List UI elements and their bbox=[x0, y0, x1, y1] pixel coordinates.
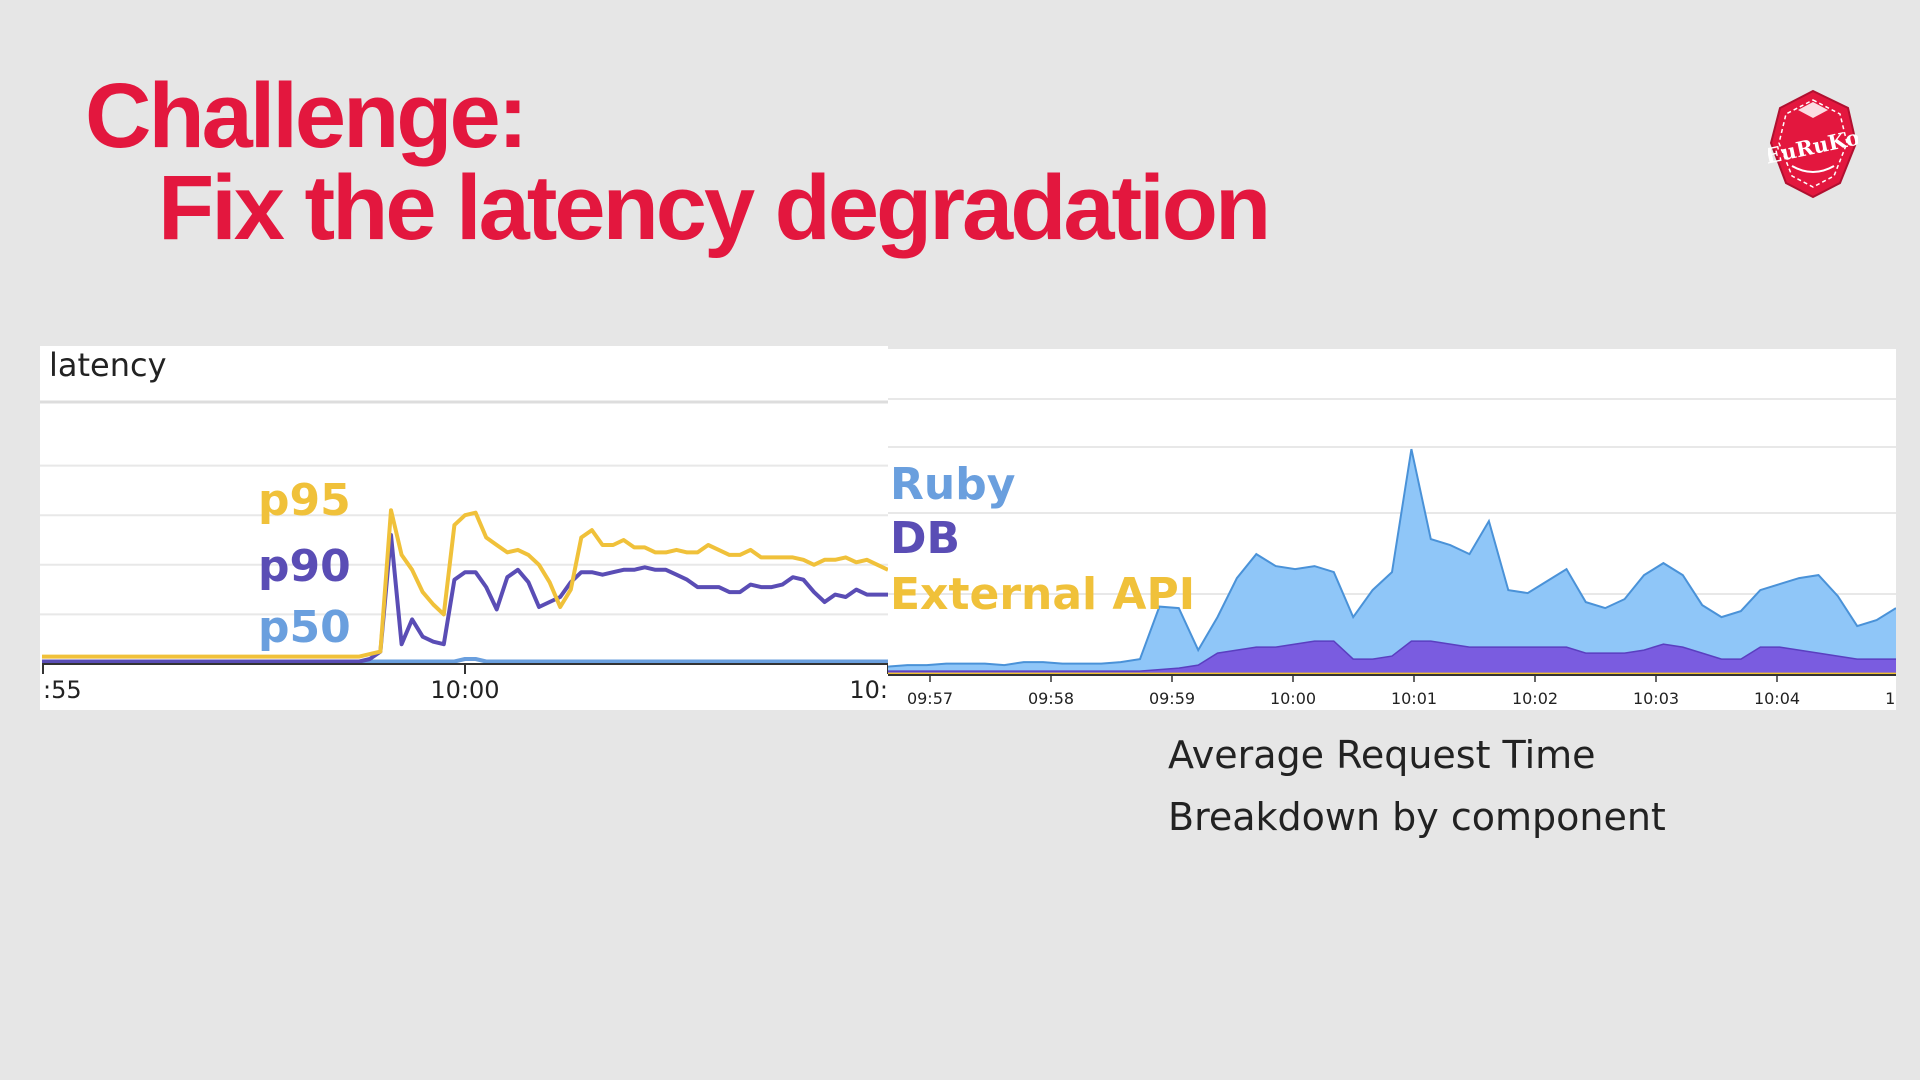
breakdown-chart-panel: 09:57 09:58 09:59 10:00 10:01 10:02 10:03 10:04… bbox=[888, 349, 1896, 710]
latency-chart-panel: latency :55 10:00 10: p95 p90 p50 bbox=[40, 346, 888, 710]
chart-title: latency bbox=[49, 346, 167, 384]
grid-lines bbox=[40, 464, 888, 616]
euruko-logo: EuRuKo bbox=[1768, 89, 1858, 199]
x-tick-label-3: 10:00 bbox=[1270, 689, 1316, 708]
x-ticks: 09:57 09:58 09:59 10:00 10:01 10:02 10:03 10:04… bbox=[907, 675, 1896, 708]
legend-p90: p90 bbox=[258, 541, 351, 592]
latency-chart: latency :55 10:00 10: p95 p90 p50 bbox=[40, 346, 888, 704]
x-tick-label-6: 10:03 bbox=[1633, 689, 1679, 708]
series-line-p95 bbox=[42, 508, 888, 659]
x-tick-label-1: 09:58 bbox=[1028, 689, 1074, 708]
legend-ruby: Ruby bbox=[890, 459, 1015, 510]
legend-p95: p95 bbox=[258, 475, 351, 526]
x-tick-label-1: 10:00 bbox=[430, 676, 499, 704]
slide-title: Challenge: Fix the latency degradation bbox=[85, 70, 1271, 259]
area-ruby-outline bbox=[888, 448, 1896, 668]
title-line-2: Fix the latency degradation bbox=[158, 157, 1271, 259]
x-tick-label-7: 10:04 bbox=[1754, 689, 1800, 708]
legend-db: DB bbox=[890, 513, 960, 564]
caption-line-1: Average Request Time bbox=[1168, 733, 1596, 777]
breakdown-chart: 09:57 09:58 09:59 10:00 10:01 10:02 10:03 10:04… bbox=[888, 398, 1896, 708]
x-tick-label-8: 10: bbox=[1885, 689, 1896, 708]
area-ruby bbox=[888, 449, 1896, 672]
x-tick-label-0: 09:57 bbox=[907, 689, 953, 708]
area-db-outline bbox=[888, 640, 1896, 672]
x-tick-label-5: 10:02 bbox=[1512, 689, 1558, 708]
x-tick-label-2: 09:59 bbox=[1149, 689, 1195, 708]
series-line-p90 bbox=[42, 533, 888, 664]
x-ticks: :55 10:00 10: bbox=[42, 664, 888, 704]
stacked-areas bbox=[888, 448, 1896, 676]
x-tick-label-0: :55 bbox=[43, 676, 82, 704]
x-tick-label-4: 10:01 bbox=[1391, 689, 1437, 708]
caption-line-2: Breakdown by component bbox=[1168, 795, 1666, 839]
legend-p50: p50 bbox=[258, 602, 351, 653]
grid-lines bbox=[888, 398, 1896, 595]
series-lines bbox=[42, 508, 888, 664]
title-line-1: Challenge: bbox=[85, 65, 528, 167]
area-db bbox=[888, 641, 1896, 675]
x-tick-label-2: 10: bbox=[849, 676, 888, 704]
legend-external-api: External API bbox=[890, 569, 1195, 620]
